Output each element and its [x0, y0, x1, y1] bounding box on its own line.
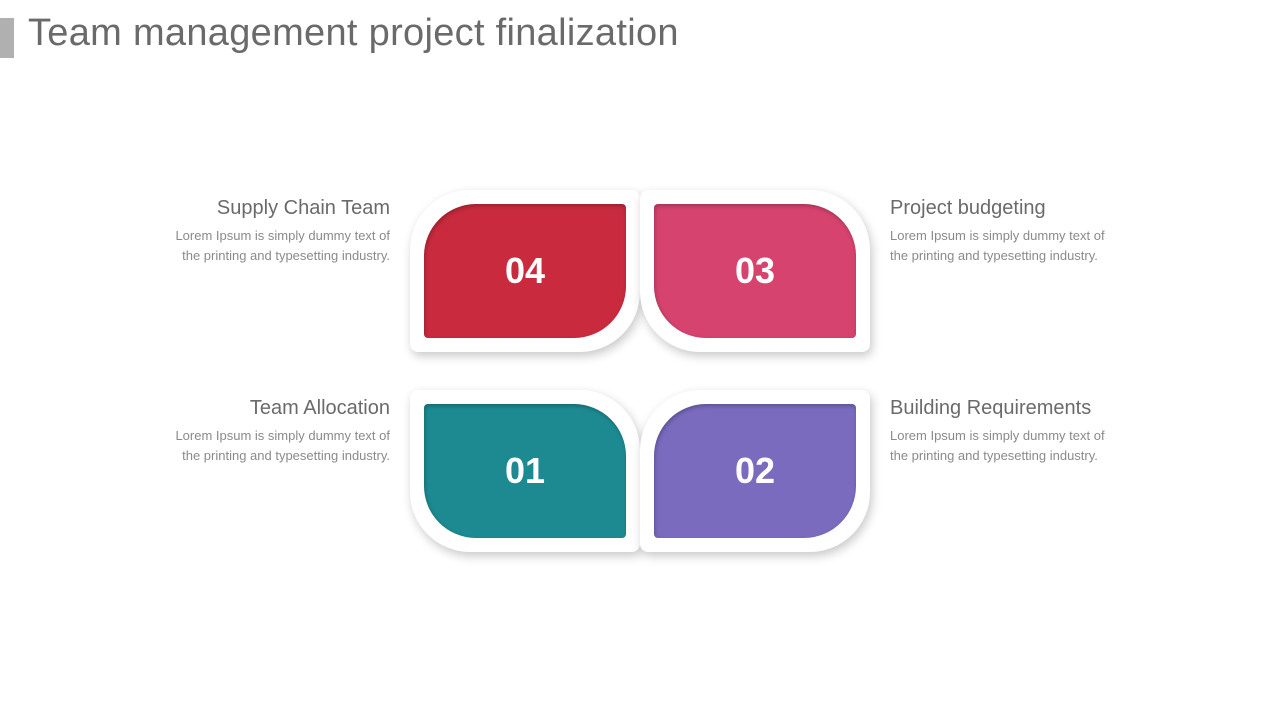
cell-01: Team Allocation Lorem Ipsum is simply du… [160, 390, 640, 552]
tile-01-inner: 01 [424, 404, 626, 538]
tile-04-inner: 04 [424, 204, 626, 338]
desc-01: Lorem Ipsum is simply dummy text of the … [160, 426, 390, 465]
text-04: Supply Chain Team Lorem Ipsum is simply … [160, 190, 410, 265]
title-accent-bar [0, 18, 14, 58]
text-01: Team Allocation Lorem Ipsum is simply du… [160, 390, 410, 465]
cell-02: 02 Building Requirements Lorem Ipsum is … [640, 390, 1120, 552]
desc-03: Lorem Ipsum is simply dummy text of the … [890, 226, 1120, 265]
tile-02: 02 [640, 390, 870, 552]
heading-02: Building Requirements [890, 396, 1120, 420]
tile-04: 04 [410, 190, 640, 352]
heading-03: Project budgeting [890, 196, 1120, 220]
tiles-grid: Supply Chain Team Lorem Ipsum is simply … [160, 190, 1120, 610]
tile-03: 03 [640, 190, 870, 352]
heading-01: Team Allocation [160, 396, 390, 420]
cell-04: Supply Chain Team Lorem Ipsum is simply … [160, 190, 640, 352]
desc-04: Lorem Ipsum is simply dummy text of the … [160, 226, 390, 265]
text-03: Project budgeting Lorem Ipsum is simply … [870, 190, 1120, 265]
tile-01: 01 [410, 390, 640, 552]
slide-title: Team management project finalization [28, 12, 679, 55]
tile-03-inner: 03 [654, 204, 856, 338]
cell-03: 03 Project budgeting Lorem Ipsum is simp… [640, 190, 1120, 352]
tile-02-inner: 02 [654, 404, 856, 538]
heading-04: Supply Chain Team [160, 196, 390, 220]
text-02: Building Requirements Lorem Ipsum is sim… [870, 390, 1120, 465]
desc-02: Lorem Ipsum is simply dummy text of the … [890, 426, 1120, 465]
